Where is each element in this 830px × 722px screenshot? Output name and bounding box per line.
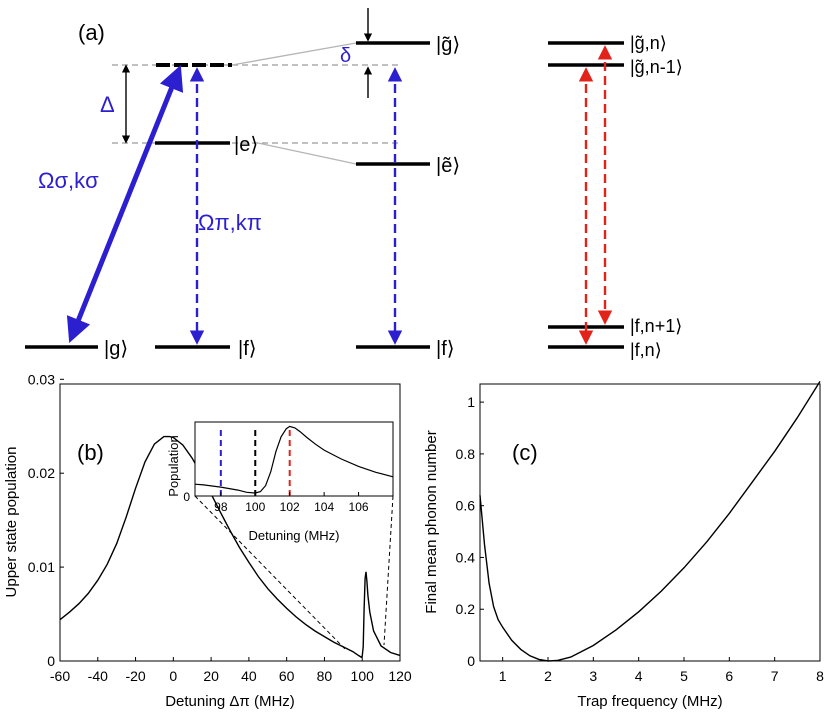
panel-c-xtick-label: 8 <box>816 668 824 684</box>
panel-b-xtick-label: -60 <box>50 668 70 684</box>
panel-c-xtick-label: 5 <box>680 668 688 684</box>
panel-c: (c) 1 2 3 4 5 6 7 8 0 0.2 0.4 0.6 0.8 1 Trap frequenc… <box>423 381 824 710</box>
panel-b-ytick-label: 0.02 <box>28 465 55 481</box>
zoom-guide-right <box>383 495 394 646</box>
ket-g-n-minus-1: |g̃,n-1⟩ <box>630 57 683 77</box>
inset-xtick-label: 106 <box>349 500 369 514</box>
omega-sigma-label: Ωσ,kσ <box>38 168 99 193</box>
ket-f-n-plus-1: |f,n+1⟩ <box>630 316 682 336</box>
panel-c-ytick-label: 0 <box>467 653 475 669</box>
ket-f-1: |f⟩ <box>238 338 257 360</box>
panel-a: (a) Δ δ Ωσ,kσ Ωπ,kπ |g⟩ |f⟩ |e⟩ <box>25 8 683 360</box>
inset-ytick-label: 0 <box>183 490 190 504</box>
ket-f-n: |f,n⟩ <box>630 340 662 360</box>
panel-b-xtick-label: 20 <box>203 668 219 684</box>
ket-g: |g⟩ <box>104 338 128 360</box>
inset-axes <box>194 421 394 497</box>
panel-c-xtick-label: 6 <box>725 668 733 684</box>
connector-g <box>231 42 357 66</box>
panel-c-xlabel: Trap frequency (MHz) <box>577 693 722 710</box>
panel-b-xtick-label: -40 <box>88 668 108 684</box>
panel-b-series-population <box>59 435 401 659</box>
inset-series-population <box>194 425 394 494</box>
panel-c-xtick-label: 2 <box>544 668 552 684</box>
panel-b-xlabel: Detuning Δπ (MHz) <box>165 693 295 710</box>
inset-xlabel: Detuning (MHz) <box>248 528 339 543</box>
panel-c-xtick-label: 4 <box>635 668 643 684</box>
panel-c-xtick-label: 1 <box>499 668 507 684</box>
panel-c-xtick-label: 7 <box>771 668 779 684</box>
panel-a-label: (a) <box>78 20 105 45</box>
panel-b-axes <box>59 383 401 662</box>
panel-c-ylabel: Final mean phonon number <box>423 430 440 613</box>
inset-xtick-label: 100 <box>245 500 265 514</box>
connector-e <box>257 142 357 165</box>
delta-label: Δ <box>100 92 115 117</box>
ket-e: |e⟩ <box>234 134 258 156</box>
panel-b-ytick-label: 0.03 <box>28 371 55 387</box>
panel-c-axes <box>479 383 821 662</box>
inset-xtick-label: 102 <box>280 500 300 514</box>
panel-b-ytick-label: 0.01 <box>28 559 55 575</box>
panel-b-xtick-label: 80 <box>317 668 333 684</box>
panel-b-xtick-label: 120 <box>388 668 412 684</box>
small-delta-label: δ <box>340 45 351 67</box>
inset-xtick-label: 104 <box>314 500 334 514</box>
panel-c-ytick-label: 0.8 <box>456 446 476 462</box>
ket-e-dressed: |ẽ⟩ <box>436 155 460 177</box>
panel-b-xtick-label: 100 <box>351 668 375 684</box>
panel-b-ytick-label: 0 <box>47 653 55 669</box>
inset-ylabel: Population <box>166 435 181 496</box>
panel-c-ytick-label: 0.6 <box>456 498 476 514</box>
panel-b-xtick-label: 40 <box>241 668 257 684</box>
zoom-guide-left <box>194 495 347 651</box>
panel-b-ylabel: Upper state population <box>3 447 20 598</box>
panel-b-xtick-label: 0 <box>169 668 177 684</box>
panel-b-label: (b) <box>77 440 104 465</box>
panel-c-ytick-label: 0.4 <box>456 549 476 565</box>
panel-c-ytick-label: 1 <box>467 394 475 410</box>
ket-g-n: |g̃,n⟩ <box>630 33 667 53</box>
inset-xtick-label: 98 <box>214 500 228 514</box>
panel-b-xtick-label: -20 <box>125 668 145 684</box>
ket-g-dressed: |g̃⟩ <box>436 34 460 56</box>
panel-b-xtick-label: 60 <box>279 668 295 684</box>
sigma-beam-arrow[interactable] <box>66 65 184 343</box>
panel-b: (b) -60 -40 -20 0 20 40 60 80 100 120 0 0.01 0.02 0.0… <box>3 371 412 710</box>
omega-pi-label: Ωπ,kπ <box>198 210 262 235</box>
panel-c-label: (c) <box>512 440 538 465</box>
ket-f-2: |f⟩ <box>436 338 455 360</box>
panel-c-ytick-label: 0.2 <box>456 601 476 617</box>
panel-c-series-phonon <box>479 381 821 662</box>
panel-c-xtick-label: 3 <box>589 668 597 684</box>
